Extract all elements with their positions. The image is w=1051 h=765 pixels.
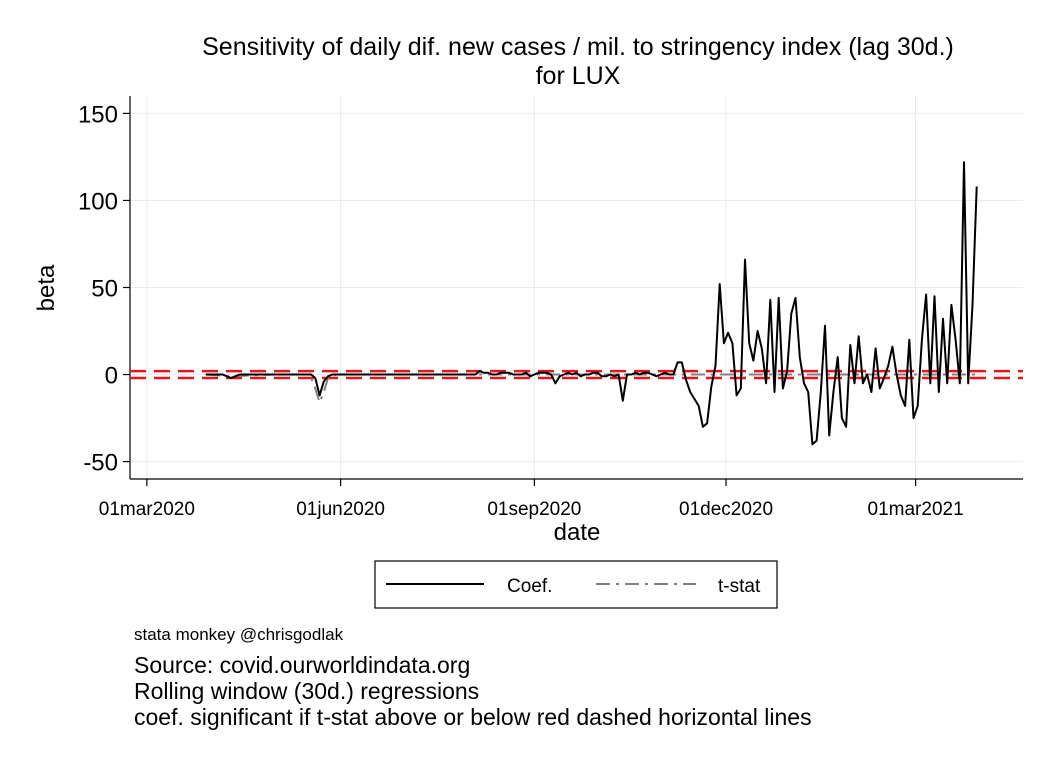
series-lines [205,161,978,446]
credit-text: stata monkey @chrisgodlak [134,625,344,644]
legend: Coef. t-stat [374,560,778,609]
grid-lines [130,96,1023,479]
coef-series-line [205,161,978,446]
x-tick-label: 01mar2020 [99,499,195,520]
tick-labels: -50 0 50 100 150 01mar2020 01jun2020 01sep2020 0… [78,101,964,520]
legend-tstat-label: t-stat [718,576,761,597]
y-tick-label: 50 [91,276,118,303]
y-tick-label: 150 [78,101,118,128]
axes [123,96,1023,486]
source-note: Source: covid.ourworldindata.org [134,652,471,678]
footer-notes: stata monkey @chrisgodlak Source: covid.… [134,624,812,730]
y-tick-label: 0 [105,363,118,390]
chart-title: Sensitivity of daily dif. new cases / mi… [202,33,954,61]
significance-note: coef. significant if t-stat above or bel… [134,704,812,730]
legend-coef-label: Coef. [507,576,552,597]
y-tick-label: 100 [78,188,118,215]
chart-subtitle: for LUX [536,62,621,90]
x-tick-label: 01dec2020 [679,499,773,520]
y-tick-label: -50 [83,450,118,477]
y-axis-label: beta [33,264,60,311]
x-axis-label: date [554,519,601,546]
chart: Sensitivity of daily dif. new cases / mi… [33,33,1023,609]
x-tick-label: 01mar2021 [868,499,964,520]
x-tick-label: 01jun2020 [296,499,385,520]
x-tick-label: 01sep2020 [487,499,581,520]
window-note: Rolling window (30d.) regressions [134,678,480,704]
